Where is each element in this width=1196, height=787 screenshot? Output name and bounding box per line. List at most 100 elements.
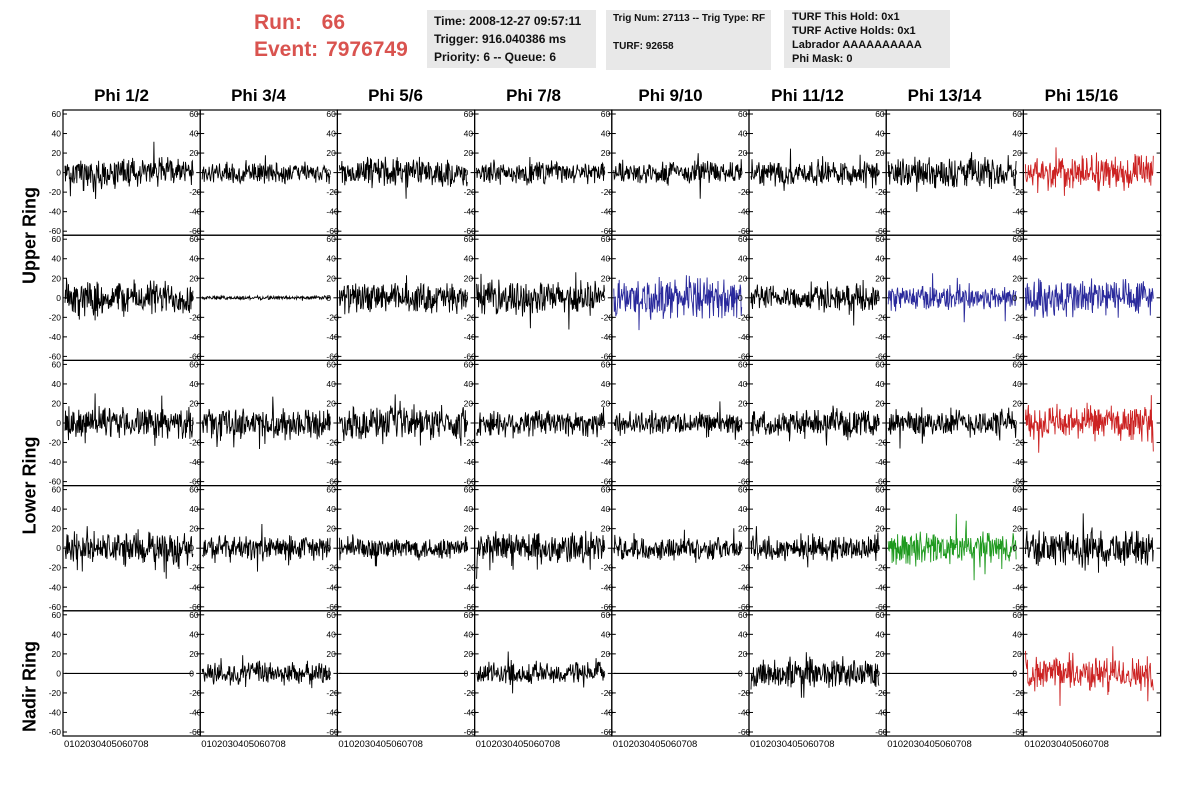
ytick-label: -20 (326, 688, 339, 698)
ytick-label: 40 (189, 379, 199, 389)
ytick-label: -60 (738, 727, 751, 737)
ytick-label: -60 (49, 226, 62, 236)
ytick-label: 0 (56, 543, 61, 553)
ytick-label: 20 (601, 398, 611, 408)
ytick-label: 40 (52, 129, 62, 139)
ytick-label: 20 (52, 524, 62, 534)
ytick-label: 40 (738, 629, 748, 639)
waveform-trace-r0c6 (887, 152, 1017, 192)
ytick-label: 60 (189, 234, 199, 244)
ytick-label: 60 (326, 109, 336, 119)
ytick-label: -40 (875, 332, 888, 342)
ytick-label: 40 (738, 504, 748, 514)
waveform-trace-r3c5 (750, 526, 880, 568)
ytick-label: -20 (189, 438, 202, 448)
ytick-label: 60 (464, 485, 474, 495)
ytick-label: 60 (464, 234, 474, 244)
turf-text: TURF: 92658 (613, 41, 674, 52)
ytick-label: -40 (1012, 457, 1025, 467)
ytick-label: -40 (875, 207, 888, 217)
ytick-label: -60 (1012, 727, 1025, 737)
waveform-trace-r1c6 (887, 273, 1017, 323)
ytick-label: -40 (326, 707, 339, 717)
ytick-label: 20 (326, 273, 336, 283)
ytick-label: -60 (464, 477, 477, 487)
ytick-label: 40 (464, 504, 474, 514)
ytick-label: -40 (326, 332, 339, 342)
ytick-label: 0 (464, 168, 469, 178)
ytick-label: 60 (601, 109, 611, 119)
ytick-label: 20 (464, 148, 474, 158)
ytick-label: 40 (1012, 629, 1022, 639)
ytick-label: -60 (189, 602, 202, 612)
ytick-label: 40 (1012, 504, 1022, 514)
phi-header-3: Phi 5/6 (368, 86, 423, 105)
ytick-label: 20 (738, 398, 748, 408)
ytick-label: -40 (464, 332, 477, 342)
waveform-trace-r0c7 (1024, 147, 1154, 196)
ytick-label: -60 (189, 477, 202, 487)
waveform-trace-r3c1 (202, 523, 331, 572)
ytick-label: -20 (875, 187, 888, 197)
ytick-label: -20 (464, 438, 477, 448)
ytick-label: -20 (326, 438, 339, 448)
ytick-label: 40 (52, 379, 62, 389)
ytick-label: 0 (326, 293, 331, 303)
ytick-label: 0 (189, 168, 194, 178)
ytick-label: -20 (1012, 688, 1025, 698)
ytick-label: -40 (875, 582, 888, 592)
ytick-label: -20 (601, 187, 614, 197)
ytick-label: 20 (875, 148, 885, 158)
ytick-label: -40 (189, 582, 202, 592)
ytick-label: 0 (875, 668, 880, 678)
waveform-trace-r0c4 (613, 153, 743, 199)
ytick-label: 20 (189, 398, 199, 408)
waveform-trace-r2c2 (338, 394, 468, 446)
ytick-label: -60 (326, 226, 339, 236)
ytick-label: -40 (464, 207, 477, 217)
ytick-label: 60 (189, 359, 199, 369)
ytick-label: 20 (464, 524, 474, 534)
ytick-label: 60 (875, 359, 885, 369)
ytick-label: 40 (326, 129, 336, 139)
ytick-label: 60 (1012, 109, 1022, 119)
panel-frame-r2c2 (336, 359, 476, 487)
waveform-trace-r2c5 (750, 405, 880, 446)
turf-info-box: TURF This Hold: 0x1 TURF Active Holds: 0… (784, 10, 950, 68)
ytick-label: 40 (326, 379, 336, 389)
ytick-label: 20 (326, 148, 336, 158)
waveform-trace-r0c5 (750, 148, 880, 191)
ytick-label: 20 (875, 398, 885, 408)
ytick-label: 20 (326, 649, 336, 659)
ytick-label: -60 (601, 727, 614, 737)
ytick-label: 40 (464, 379, 474, 389)
ytick-label: -60 (49, 602, 62, 612)
ytick-label: -40 (189, 332, 202, 342)
ytick-label: 60 (464, 359, 474, 369)
ytick-label: -60 (601, 351, 614, 361)
phi-header-5: Phi 9/10 (638, 86, 703, 105)
ytick-label: -20 (326, 312, 339, 322)
run-value: 66 (321, 11, 346, 34)
ytick-label: -20 (738, 688, 751, 698)
ytick-label: 40 (1012, 254, 1022, 264)
ytick-label: 40 (52, 629, 62, 639)
ytick-label: 0 (875, 543, 880, 553)
ytick-label: -40 (738, 582, 751, 592)
ytick-label: -60 (49, 477, 62, 487)
ytick-label: 20 (189, 148, 199, 158)
ytick-label: -20 (326, 187, 339, 197)
ytick-label: -20 (49, 312, 62, 322)
trig-text: Trig Num: 27113 -- Trig Type: RF (613, 13, 766, 24)
ytick-label: 40 (189, 129, 199, 139)
ytick-label: -40 (1012, 207, 1025, 217)
ytick-label: 20 (738, 148, 748, 158)
waveform-trace-r3c3 (476, 530, 605, 579)
waveform-trace-r4c1 (201, 655, 331, 689)
ytick-label: 0 (326, 543, 331, 553)
ytick-label: -60 (1012, 226, 1025, 236)
ytick-label: 60 (326, 485, 336, 495)
ytick-label: -60 (875, 226, 888, 236)
ytick-label: -60 (326, 727, 339, 737)
